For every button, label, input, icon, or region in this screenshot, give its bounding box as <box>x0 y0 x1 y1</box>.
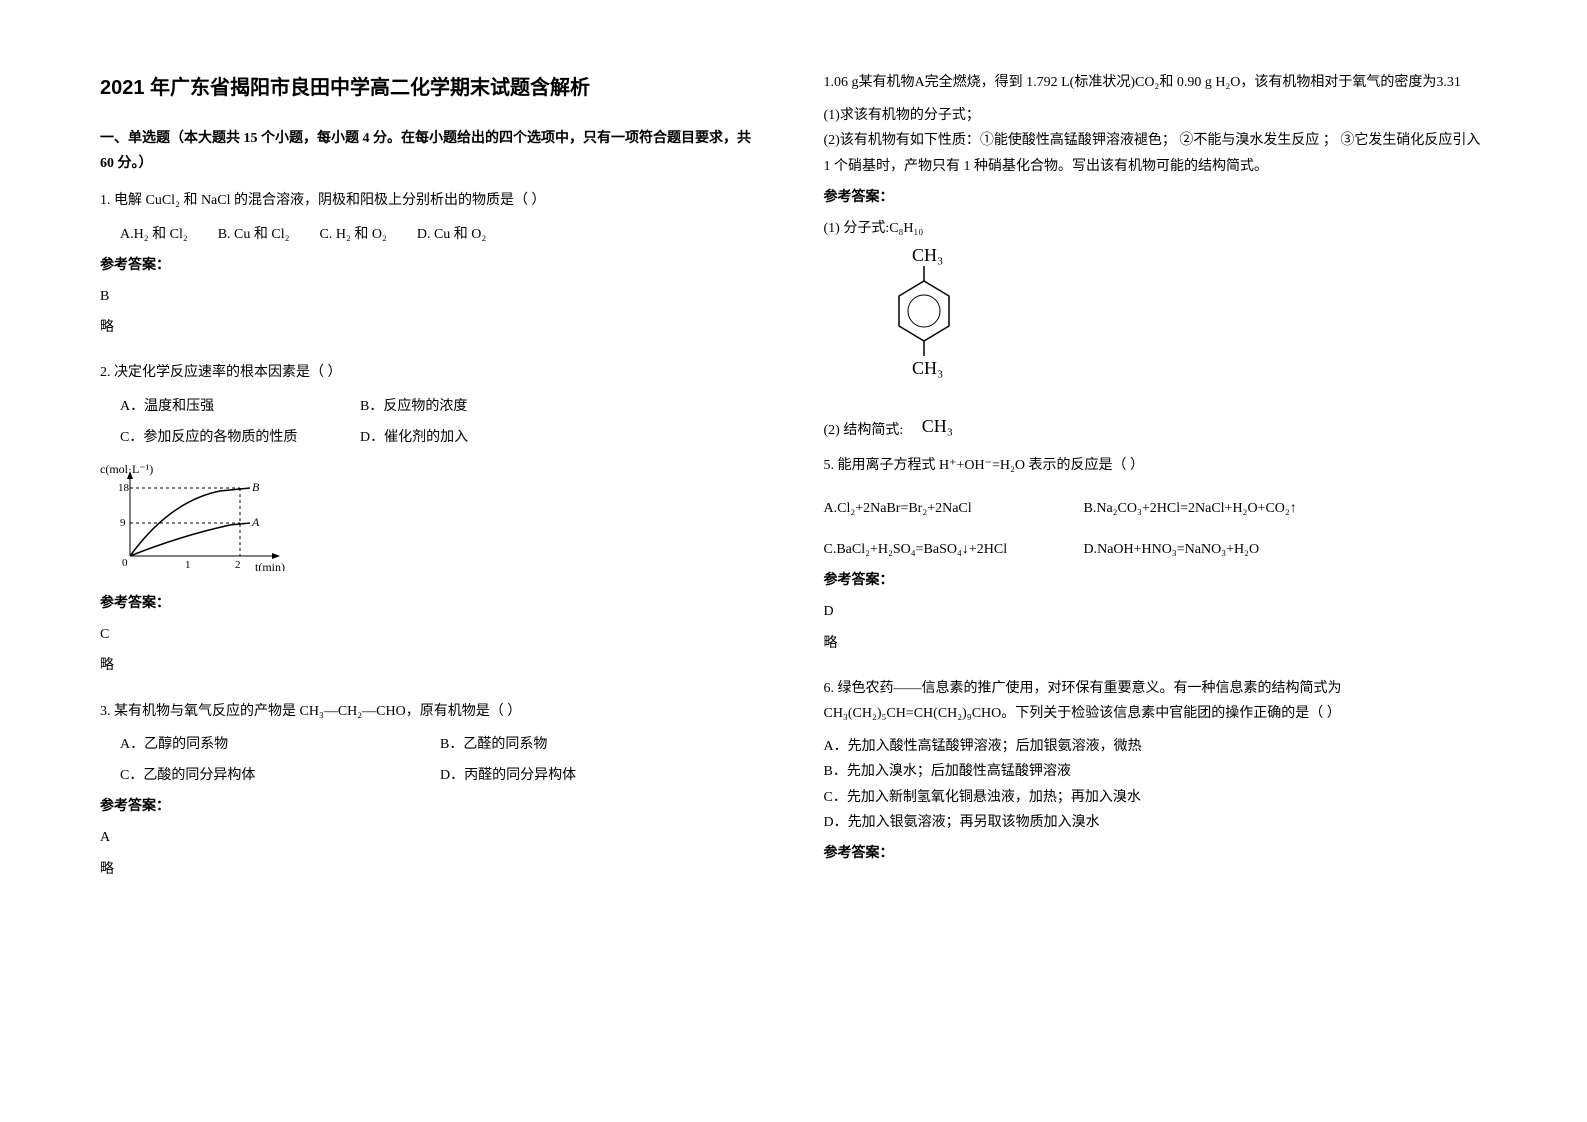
label-a: A <box>251 515 260 529</box>
q3-answer: A <box>100 825 764 850</box>
q2-note: 略 <box>100 653 764 678</box>
q2-row2: C．参加反应的各物质的性质 D．催化剂的加入 <box>120 425 764 450</box>
q1-answer-label: 参考答案： <box>100 253 764 278</box>
concentration-chart: c(mol·L⁻¹) 18 9 0 1 2 t(min) B A <box>100 461 300 571</box>
label-b: B <box>252 480 260 494</box>
q3-note: 略 <box>100 857 764 882</box>
q2-opt-d: D．催化剂的加入 <box>360 425 600 450</box>
q3-opt-c: C．乙酸的同分异构体 <box>120 763 440 788</box>
q4-intro: 1.06 g某有机物A完全燃烧，得到 1.792 L(标准状况)CO₂和 0.9… <box>824 70 1488 95</box>
q4-answer2-label: (2) 结构简式: <box>824 418 904 443</box>
q2-answer: C <box>100 622 764 647</box>
q5-opt-a: A.Cl₂+2NaBr=Br₂+2NaCl <box>824 496 1084 521</box>
q5-opt-b: B.Na₂CO₃+2HCl=2NaCl+H₂O+CO₂↑ <box>1084 496 1324 521</box>
question-1: 1. 电解 CuCl₂ 和 NaCl 的混合溶液，阴极和阳极上分别析出的物质是（… <box>100 188 764 350</box>
q5-answer-label: 参考答案： <box>824 568 1488 593</box>
q3-row2: C．乙酸的同分异构体 D．丙醛的同分异构体 <box>120 763 764 788</box>
q1-note: 略 <box>100 315 764 340</box>
q6-opt-a: A．先加入酸性高锰酸钾溶液；后加银氨溶液，微热 <box>824 734 1488 759</box>
q4-answer1: (1) 分子式:C₈H₁₀ <box>824 216 1488 241</box>
q1-text: 1. 电解 CuCl₂ 和 NaCl 的混合溶液，阴极和阳极上分别析出的物质是（… <box>100 188 764 213</box>
page-title: 2021 年广东省揭阳市良田中学高二化学期末试题含解析 <box>100 70 764 106</box>
ch3-top: CH₃ <box>912 246 943 265</box>
question-3: 3. 某有机物与氧气反应的产物是 CH₃—CH₂—CHO，原有机物是（ ） A．… <box>100 699 764 892</box>
benzene-structure: CH₃ CH₃ <box>854 246 994 396</box>
q3-opt-a: A．乙醇的同系物 <box>120 732 440 757</box>
q3-row1: A．乙醇的同系物 B．乙醛的同系物 <box>120 732 764 757</box>
x-arrow <box>272 553 280 559</box>
q3-opt-d: D．丙醛的同分异构体 <box>440 763 680 788</box>
benzene-ring <box>899 281 949 341</box>
ytick-18: 18 <box>118 482 130 494</box>
q2-opt-a: A．温度和压强 <box>120 394 360 419</box>
ytick-9: 9 <box>120 517 126 529</box>
question-2: 2. 决定化学反应速率的根本因素是（ ） A．温度和压强 B．反应物的浓度 C．… <box>100 360 764 688</box>
q6-opt-c: C．先加入新制氢氧化铜悬浊液，加热；再加入溴水 <box>824 785 1488 810</box>
q5-row2: C.BaCl₂+H₂SO₄=BaSO₄↓+2HCl D.NaOH+HNO₃=Na… <box>824 537 1488 562</box>
q5-opt-c: C.BaCl₂+H₂SO₄=BaSO₄↓+2HCl <box>824 537 1084 562</box>
benzene-circle <box>908 295 940 327</box>
curve-b <box>130 488 250 556</box>
q4-answer2-row: (2) 结构简式: CH₃ <box>824 410 1488 442</box>
q2-opt-c: C．参加反应的各物质的性质 <box>120 425 360 450</box>
question-6: 6. 绿色农药——信息素的推广使用，对环保有重要意义。有一种信息素的结构简式为C… <box>824 676 1488 872</box>
q3-answer-label: 参考答案： <box>100 794 764 819</box>
q6-text: 6. 绿色农药——信息素的推广使用，对环保有重要意义。有一种信息素的结构简式为C… <box>824 676 1488 726</box>
q3-text: 3. 某有机物与氧气反应的产物是 CH₃—CH₂—CHO，原有机物是（ ） <box>100 699 764 724</box>
xtick-2: 2 <box>235 559 241 571</box>
q2-row1: A．温度和压强 B．反应物的浓度 <box>120 394 764 419</box>
q2-opt-b: B．反应物的浓度 <box>360 394 600 419</box>
q4-answer-label: 参考答案： <box>824 185 1488 210</box>
q1-opt-b: B. Cu 和 Cl₂ <box>218 222 290 247</box>
curve-a <box>130 523 250 556</box>
q5-note: 略 <box>824 631 1488 656</box>
q4-part2: (2)该有机物有如下性质：①能使酸性高锰酸钾溶液褪色； ②不能与溴水发生反应 ；… <box>824 128 1488 178</box>
right-column: 1.06 g某有机物A完全燃烧，得到 1.792 L(标准状况)CO₂和 0.9… <box>824 70 1488 1052</box>
xtick-1: 1 <box>185 559 191 571</box>
q1-answer: B <box>100 284 764 309</box>
ch3-bottom: CH₃ <box>912 358 943 378</box>
chart-xlabel: t(min) <box>255 560 285 571</box>
q2-text: 2. 决定化学反应速率的根本因素是（ ） <box>100 360 764 385</box>
q1-opt-d: D. Cu 和 O₂ <box>417 222 486 247</box>
q4-part1: (1)求该有机物的分子式； <box>824 103 1488 128</box>
question-5: 5. 能用离子方程式 H⁺+OH⁻=H₂O 表示的反应是（ ） A.Cl₂+2N… <box>824 453 1488 666</box>
ch3-inline: CH₃ <box>922 416 953 436</box>
chart-ylabel: c(mol·L⁻¹) <box>100 462 153 476</box>
q6-opt-b: B．先加入溴水；后加酸性高锰酸钾溶液 <box>824 759 1488 784</box>
q2-answer-label: 参考答案： <box>100 591 764 616</box>
q1-options: A.H₂ 和 Cl₂ B. Cu 和 Cl₂ C. H₂ 和 O₂ D. Cu … <box>120 222 764 247</box>
q1-opt-a: A.H₂ 和 Cl₂ <box>120 222 188 247</box>
q5-row1: A.Cl₂+2NaBr=Br₂+2NaCl B.Na₂CO₃+2HCl=2NaC… <box>824 496 1488 521</box>
q3-opt-b: B．乙醛的同系物 <box>440 732 680 757</box>
q5-opt-d: D.NaOH+HNO₃=NaNO₃+H₂O <box>1084 537 1324 562</box>
q5-answer: D <box>824 599 1488 624</box>
section-header: 一、单选题（本大题共 15 个小题，每小题 4 分。在每小题给出的四个选项中，只… <box>100 126 764 176</box>
q5-text: 5. 能用离子方程式 H⁺+OH⁻=H₂O 表示的反应是（ ） <box>824 453 1488 478</box>
q6-answer-label: 参考答案： <box>824 841 1488 866</box>
q6-opt-d: D．先加入银氨溶液；再另取该物质加入溴水 <box>824 810 1488 835</box>
origin-0: 0 <box>122 557 128 569</box>
question-4: 1.06 g某有机物A完全燃烧，得到 1.792 L(标准状况)CO₂和 0.9… <box>824 70 1488 443</box>
left-column: 2021 年广东省揭阳市良田中学高二化学期末试题含解析 一、单选题（本大题共 1… <box>100 70 764 1052</box>
q1-opt-c: C. H₂ 和 O₂ <box>320 222 387 247</box>
